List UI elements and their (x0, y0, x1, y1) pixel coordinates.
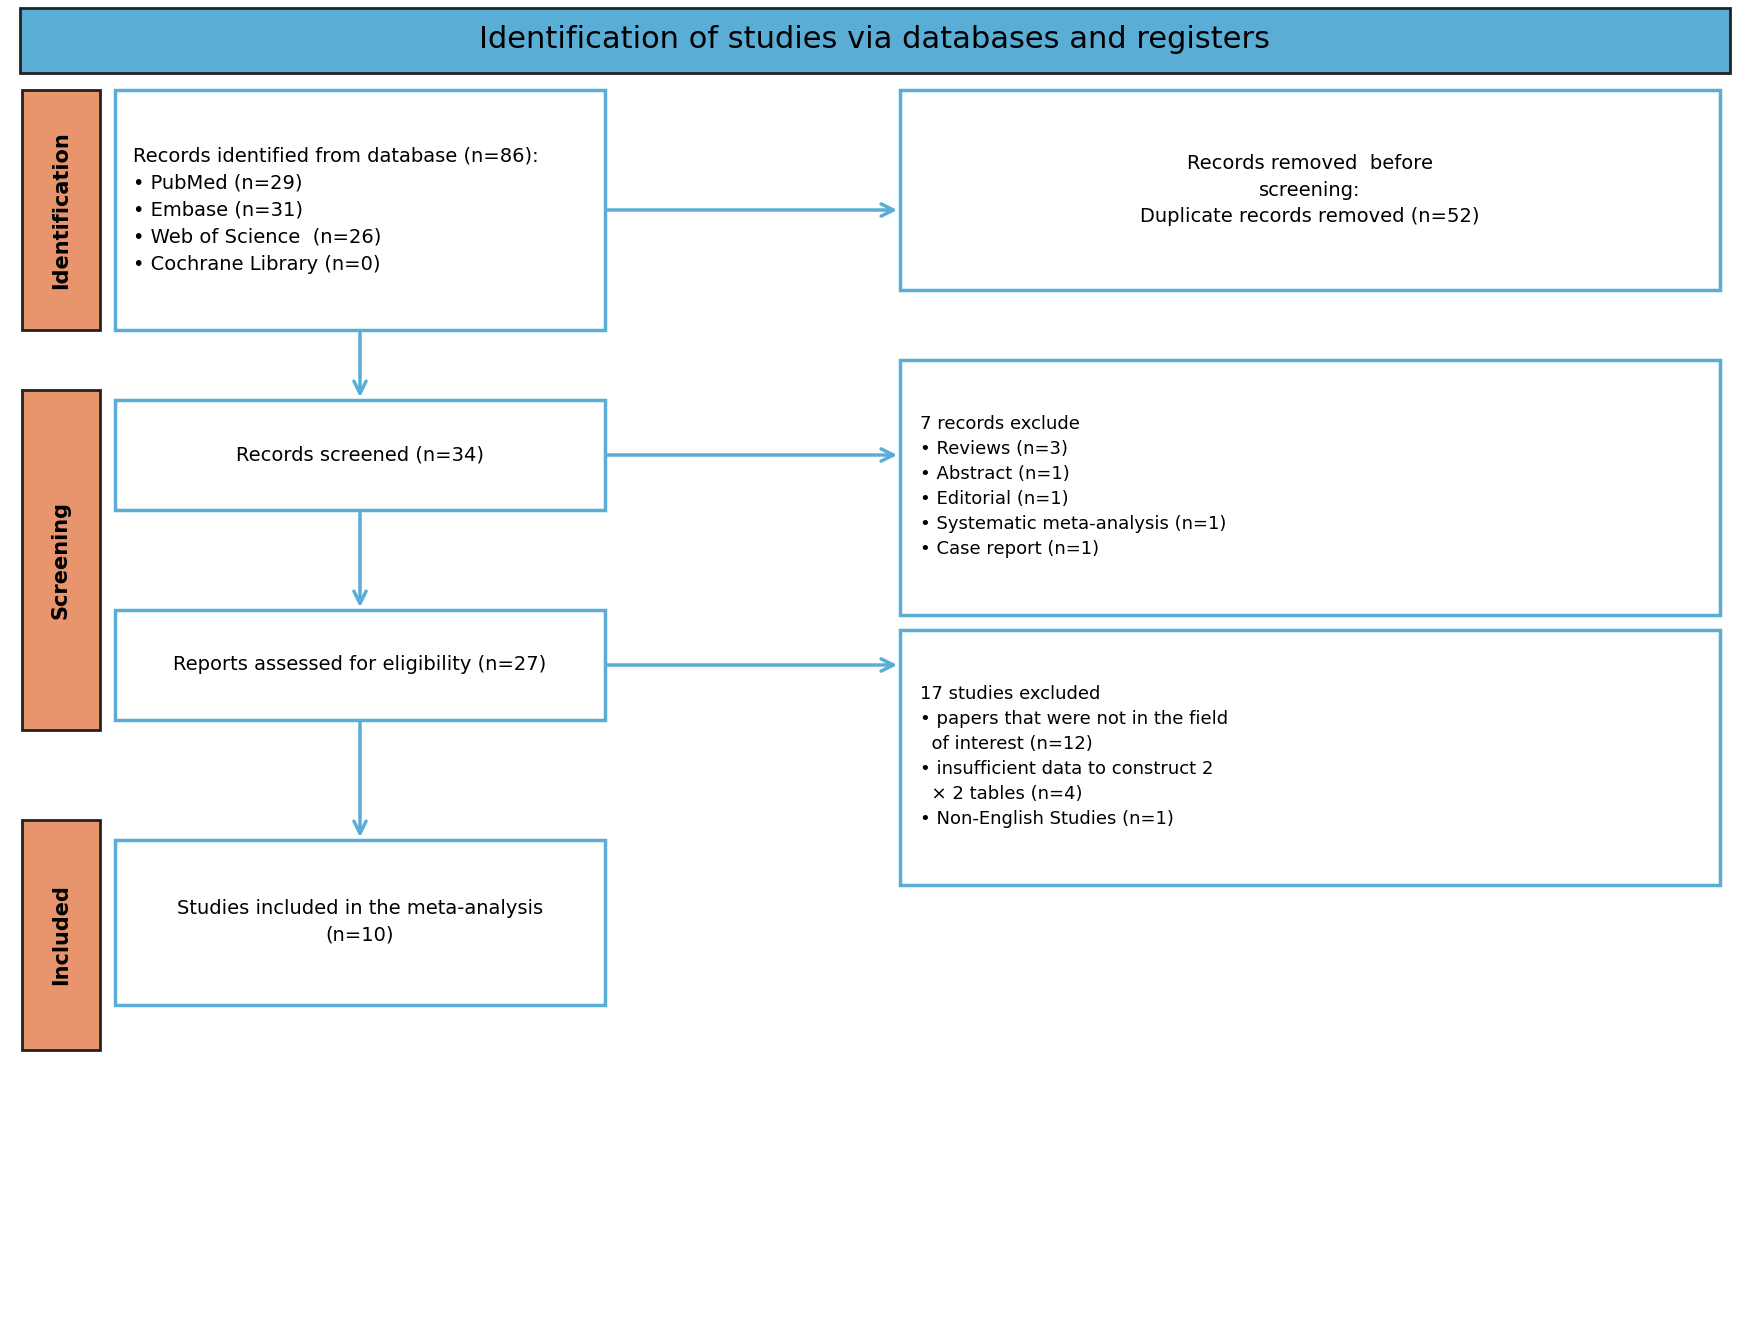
Text: 17 studies excluded
• papers that were not in the field
  of interest (n=12)
• i: 17 studies excluded • papers that were n… (919, 685, 1227, 829)
FancyBboxPatch shape (115, 90, 605, 330)
Text: Identification: Identification (51, 130, 72, 289)
Text: Studies included in the meta-analysis
(n=10): Studies included in the meta-analysis (n… (177, 899, 542, 945)
Text: Reports assessed for eligibility (n=27): Reports assessed for eligibility (n=27) (173, 655, 547, 675)
Text: Identification of studies via databases and registers: Identification of studies via databases … (479, 25, 1269, 54)
FancyBboxPatch shape (19, 8, 1729, 72)
FancyBboxPatch shape (115, 840, 605, 1006)
Text: Screening: Screening (51, 501, 72, 619)
Text: Records identified from database (n=86):
• PubMed (n=29)
• Embase (n=31)
• Web o: Records identified from database (n=86):… (133, 146, 538, 274)
FancyBboxPatch shape (23, 390, 100, 730)
Text: Records screened (n=34): Records screened (n=34) (236, 445, 484, 464)
FancyBboxPatch shape (900, 630, 1718, 884)
FancyBboxPatch shape (900, 360, 1718, 616)
FancyBboxPatch shape (23, 90, 100, 330)
FancyBboxPatch shape (900, 90, 1718, 290)
FancyBboxPatch shape (115, 399, 605, 510)
Text: 7 records exclude
• Reviews (n=3)
• Abstract (n=1)
• Editorial (n=1)
• Systemati: 7 records exclude • Reviews (n=3) • Abst… (919, 415, 1225, 559)
Text: Included: Included (51, 884, 72, 986)
Text: Records removed  before
screening:
Duplicate records removed (n=52): Records removed before screening: Duplic… (1140, 154, 1479, 225)
FancyBboxPatch shape (23, 820, 100, 1050)
FancyBboxPatch shape (115, 610, 605, 720)
